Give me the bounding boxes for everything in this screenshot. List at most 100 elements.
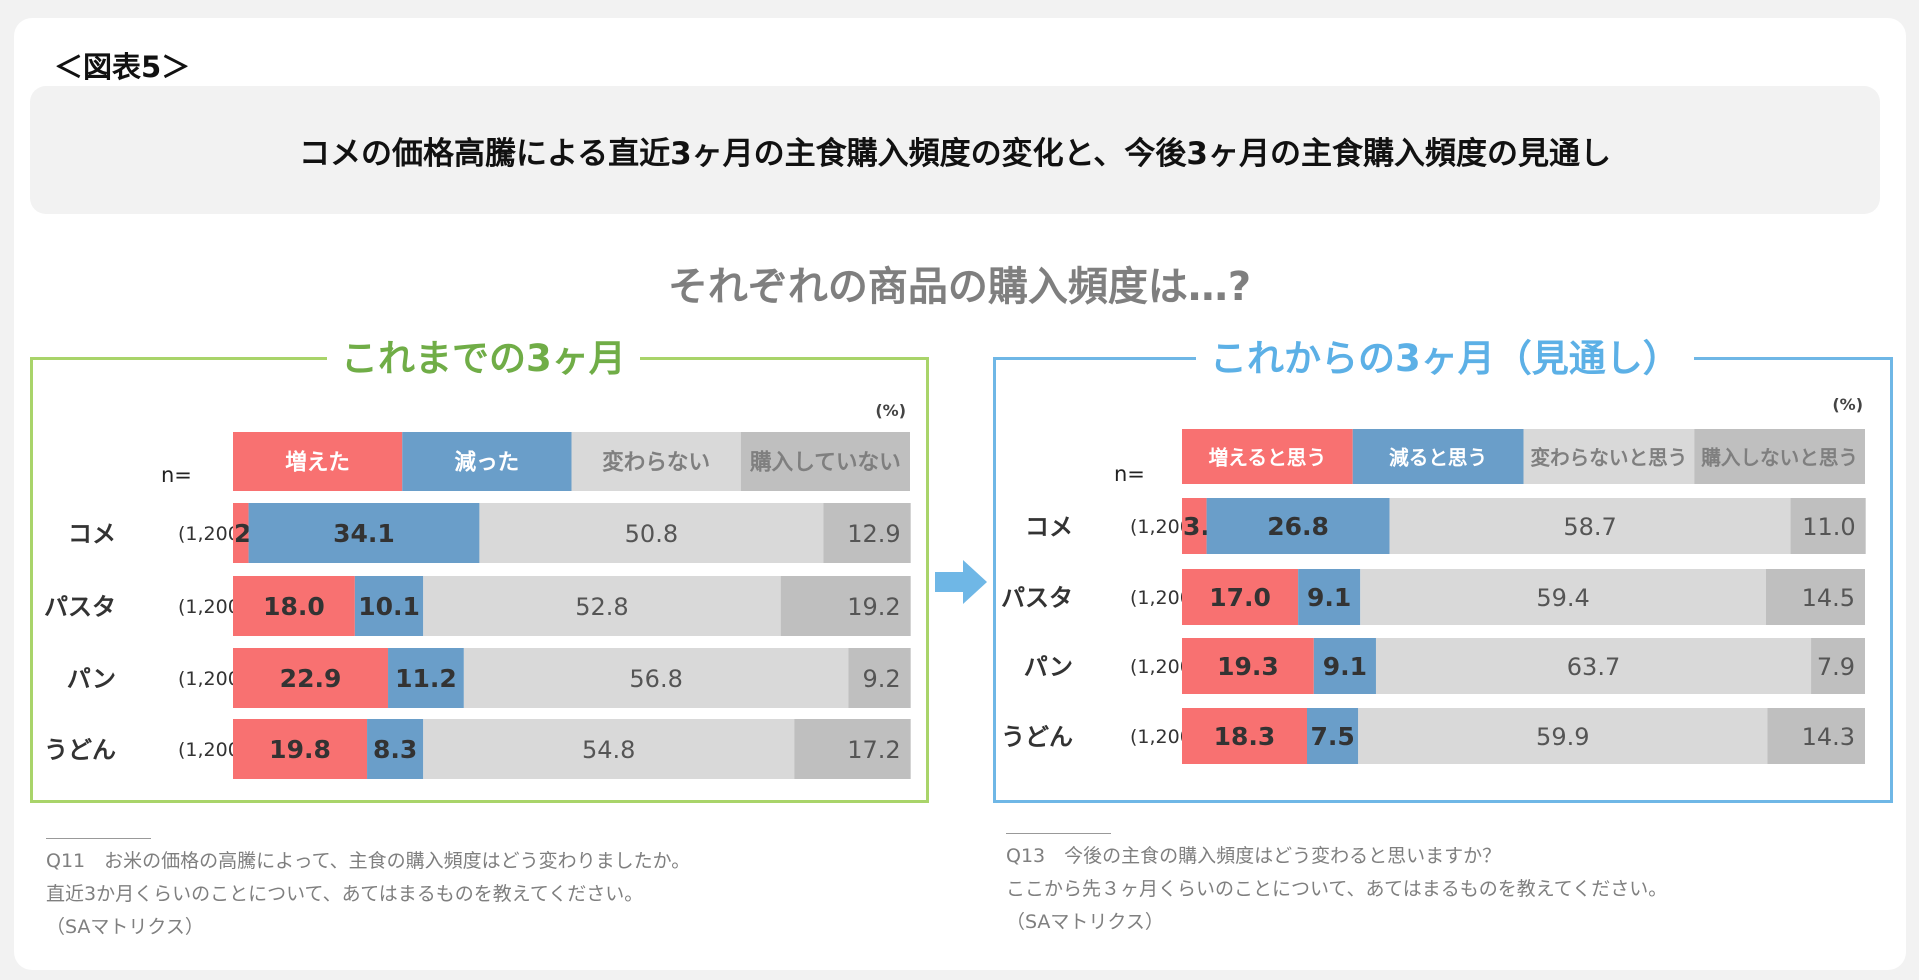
- data-label-3: 14.5: [1802, 584, 1855, 612]
- subtitle: それぞれの商品の購入頻度は…?: [667, 264, 1252, 310]
- bar-segment-3: [1790, 498, 1866, 554]
- question-note-left: Q11 お米の価格の高騰によって、主食の購入頻度はどう変わりましたか。 直近3か…: [46, 845, 690, 944]
- legend-label-0: 増えると思う: [1209, 446, 1327, 470]
- data-label-2: 54.8: [582, 736, 635, 764]
- data-label-3: 14.3: [1802, 723, 1855, 751]
- n-label: n=: [1114, 462, 1145, 486]
- data-label-0: 19.8: [269, 735, 331, 764]
- question-note-right: Q13 今後の主食の購入頻度はどう変わると思いますか？ ここから先３ヶ月くらいの…: [1006, 840, 1667, 939]
- category-label: パン: [1024, 653, 1073, 681]
- bar-segment-3: [1767, 708, 1865, 764]
- bar-segment-2: [479, 503, 824, 563]
- data-label-3: 9.2: [863, 665, 901, 693]
- legend-label-0: 増えた: [285, 450, 350, 476]
- n-value-label: (1,200): [178, 523, 247, 545]
- note-left-line: 直近3か月くらいのことについて、あてはまるものを教えてください。: [46, 883, 644, 905]
- legend-label-1: 減ると思う: [1389, 446, 1487, 470]
- data-label-1: 34.1: [333, 519, 395, 548]
- bar-segment-2: [1375, 638, 1812, 694]
- percent-unit-label: (%): [1832, 395, 1863, 414]
- percent-unit-label: (%): [875, 401, 906, 420]
- note-left-line: Q11 お米の価格の高騰によって、主食の購入頻度はどう変わりましたか。: [46, 850, 691, 872]
- data-label-0: 19.3: [1217, 652, 1279, 681]
- data-label-3: 12.9: [847, 520, 900, 548]
- category-label: うどん: [1001, 723, 1073, 751]
- legend-box-0: [1182, 429, 1353, 484]
- category-label: うどん: [44, 736, 116, 764]
- bar-segment-1: [388, 648, 464, 708]
- n-value-label: (1,200): [178, 739, 247, 761]
- n-value-label: (1,200): [1130, 726, 1199, 748]
- bar-segment-1: [354, 576, 424, 636]
- data-label-2: 52.8: [575, 593, 628, 621]
- data-label-1: 9.1: [1323, 652, 1367, 681]
- bar-segment-2: [1360, 569, 1766, 625]
- bar-segment-0: [1182, 569, 1299, 625]
- bar-segment-0: [233, 576, 355, 636]
- bar-segment-3: [823, 503, 911, 563]
- n-label: n=: [161, 463, 192, 487]
- main-title: コメの価格高騰による直近3ヶ月の主食購入頻度の変化と、今後3ヶ月の主食購入頻度の…: [30, 86, 1880, 214]
- data-label-2: 59.9: [1536, 723, 1589, 751]
- n-value-label: (1,200): [1130, 656, 1199, 678]
- bar-segment-1: [1298, 569, 1361, 625]
- figure-label: ＜図表5＞: [54, 50, 191, 84]
- category-label: パスタ: [44, 593, 116, 621]
- n-value-label: (1,200): [178, 668, 247, 690]
- n-value-label: (1,200): [178, 596, 247, 618]
- data-label-0: 17.0: [1209, 583, 1271, 612]
- data-label-2: 58.7: [1563, 513, 1616, 541]
- note-right-line: （SAマトリクス）: [1006, 911, 1164, 933]
- bar-segment-0: [1182, 638, 1314, 694]
- bar-segment-1: [1206, 498, 1390, 554]
- legend-label-1: 減った: [455, 451, 520, 476]
- bar-segment-2: [423, 576, 781, 636]
- bar-segment-3: [1765, 569, 1865, 625]
- legend-box-2: [1523, 429, 1695, 484]
- data-label-1: 9.1: [1307, 583, 1351, 612]
- legend-box-0: [233, 432, 403, 491]
- note-left-line: （SAマトリクス）: [46, 916, 204, 938]
- bar-segment-0: [1182, 498, 1207, 554]
- data-label-2: 63.7: [1567, 653, 1620, 681]
- note-right-line: Q13 今後の主食の購入頻度はどう変わると思いますか？: [1006, 845, 1502, 867]
- data-label-1: 11.2: [395, 664, 457, 693]
- data-label-3: 19.2: [847, 593, 900, 621]
- note-rule-left: [46, 838, 151, 839]
- data-label-0: 18.3: [1214, 722, 1276, 751]
- bar-segment-2: [463, 648, 849, 708]
- bar-segment-3: [848, 648, 911, 708]
- bar-segment-0: [233, 503, 249, 563]
- data-label-1: 8.3: [373, 735, 417, 764]
- data-label-1: 26.8: [1267, 512, 1329, 541]
- past-3-months-panel: これまでの3ヶ月: [30, 333, 929, 803]
- legend-box-3: [1694, 429, 1865, 484]
- bar-segment-1: [248, 503, 480, 563]
- data-label-1: 10.1: [358, 592, 420, 621]
- bar-segment-3: [794, 719, 911, 779]
- right-arrow-icon: [935, 560, 987, 604]
- data-label-3: 11.0: [1802, 513, 1855, 541]
- category-label: コメ: [68, 520, 116, 548]
- data-label-2: 50.8: [625, 520, 678, 548]
- category-label: パスタ: [1001, 584, 1073, 612]
- legend-label-2: 変わらないと思う: [1530, 446, 1687, 470]
- bar-segment-1: [1306, 708, 1359, 764]
- note-rule-right: [1006, 833, 1111, 834]
- future-panel-title: これからの3ヶ月（見通し）: [1196, 333, 1694, 385]
- past-panel-title: これまでの3ヶ月: [327, 333, 640, 385]
- bar-segment-1: [367, 719, 424, 779]
- n-value-label: (1,200): [1130, 587, 1199, 609]
- data-label-2: 56.8: [629, 665, 682, 693]
- legend-label-2: 変わらない: [602, 450, 710, 476]
- legend-box-1: [1352, 429, 1524, 484]
- bar-segment-0: [233, 648, 389, 708]
- next-3-months-panel: これからの3ヶ月（見通し）: [993, 333, 1893, 803]
- legend-label-3: 購入しないと思う: [1701, 446, 1858, 470]
- data-label-0: 22.9: [280, 664, 342, 693]
- bar-segment-0: [1182, 708, 1307, 764]
- data-label-3: 17.2: [847, 736, 900, 764]
- data-label-3: 7.9: [1817, 653, 1855, 681]
- legend-box-1: [402, 432, 572, 491]
- bar-segment-1: [1313, 638, 1376, 694]
